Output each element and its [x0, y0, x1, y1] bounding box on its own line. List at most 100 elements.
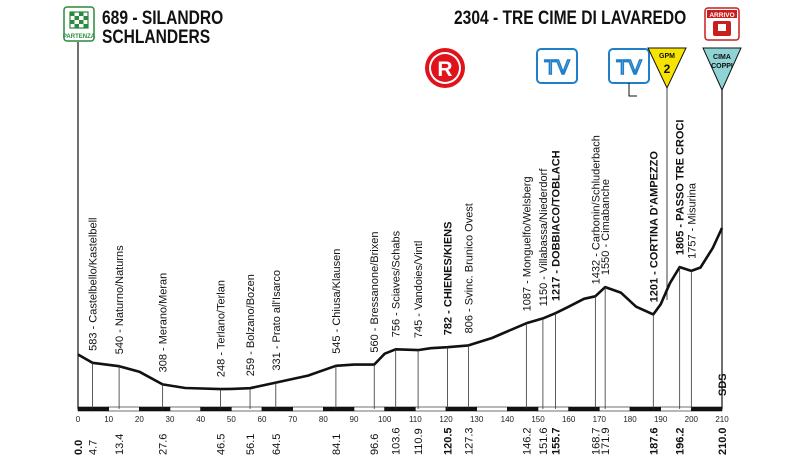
- x-tick-label: 100: [378, 415, 392, 424]
- start-title: 689 - SILANDRO: [102, 8, 224, 29]
- km-label: 110.9: [413, 428, 425, 455]
- km-label: 210.0: [717, 427, 729, 455]
- waypoint-label: 1201 - CORTINA D'AMPEZZO: [648, 151, 660, 303]
- axis-segment: [200, 406, 232, 412]
- axis-segment: [261, 406, 293, 412]
- waypoint-label: 1150 - Villabassa/Niederdorf: [538, 168, 550, 307]
- flag-check: [79, 20, 84, 24]
- x-tick-label: 60: [258, 415, 267, 424]
- waypoint-label: 560 - Bressanone/Brixen: [369, 232, 381, 353]
- axis-segment: [691, 406, 723, 412]
- tv-badge-cortina-label: TV: [616, 57, 642, 79]
- axis-segment: [445, 406, 477, 412]
- x-tick-label: 90: [350, 415, 359, 424]
- arrivo-label: ARRIVO: [709, 12, 734, 19]
- arrivo-bar: [707, 10, 737, 18]
- flag-check: [83, 16, 88, 20]
- waypoint-label: 308 - Merano/Meran: [158, 273, 170, 373]
- flag-check: [74, 24, 79, 28]
- km-label: 64.5: [271, 434, 283, 455]
- km-label: 155.7: [550, 427, 562, 455]
- x-tick-label: 80: [319, 415, 328, 424]
- waypoint-label: 540 - Naturno/Naturns: [114, 245, 126, 354]
- km-label: 146.2: [521, 427, 533, 455]
- waypoint-label: 1087 - Monguelfo/Welsberg: [521, 176, 533, 311]
- x-tick-label: 170: [593, 415, 607, 424]
- sprint-badge-core: [431, 54, 459, 82]
- axis-segment: [660, 406, 692, 412]
- axis-segment: [77, 406, 109, 412]
- x-tick-label: 190: [654, 415, 668, 424]
- axis-segment: [384, 406, 416, 412]
- x-tick-label: 10: [104, 415, 113, 424]
- x-tick-label: 210: [715, 415, 729, 424]
- flag-check: [79, 12, 84, 16]
- waypoint-label: 806 - Svinc. Brunico Ovest: [463, 203, 475, 333]
- km-label: 196.2: [675, 427, 687, 455]
- km-label: 151.6: [538, 427, 550, 455]
- axis-segment: [568, 406, 600, 412]
- sprint-letter: R: [437, 58, 452, 81]
- gpm-category: 2: [664, 62, 671, 76]
- axis-segment: [292, 406, 324, 412]
- waypoint-label: 1805 - PASSO TRE CROCI: [675, 120, 687, 256]
- km-label: 4.7: [87, 440, 99, 455]
- km-label: 0.0: [73, 440, 85, 455]
- waypoint-label: 1757 - Misurina: [686, 182, 698, 259]
- cima-coppi-badge: [702, 47, 742, 92]
- gpm-label: GPM: [659, 53, 675, 60]
- x-tick-label: 50: [227, 415, 236, 424]
- gpm-badge: [647, 47, 687, 90]
- km-label: 96.6: [369, 434, 381, 455]
- axis-segment: [629, 406, 661, 412]
- axis-segment: [108, 406, 140, 412]
- waypoint-label: 583 - Castelbello/Kastelbell: [87, 218, 99, 351]
- axis-segment: [415, 406, 447, 412]
- finish-line-icon-inner: [718, 24, 726, 31]
- x-tick-label: 200: [685, 415, 699, 424]
- km-label: 56.1: [245, 434, 257, 455]
- x-tick-label: 120: [439, 415, 453, 424]
- x-tick-label: 160: [562, 415, 576, 424]
- axis-segment: [599, 406, 631, 412]
- km-label: 168.7: [590, 427, 602, 455]
- x-tick-label: 180: [623, 415, 637, 424]
- flag-check: [74, 16, 79, 20]
- waypoint-label: 1432 - Carbonin/Schluderbach: [590, 135, 602, 284]
- x-tick-label: 30: [166, 415, 175, 424]
- x-tick-label: 150: [531, 415, 545, 424]
- x-tick-label: 70: [288, 415, 297, 424]
- cima-coppi-line1: CIMA: [713, 54, 731, 61]
- km-label: 120.5: [443, 427, 455, 455]
- axis-segment: [476, 406, 508, 412]
- waypoint-label: 248 - Terlano/Terlan: [216, 280, 228, 377]
- flag-check: [70, 20, 75, 24]
- axis-segment: [139, 406, 171, 412]
- x-tick-label: 130: [470, 415, 484, 424]
- waypoint-label: 545 - Chiusa/Klausen: [331, 249, 343, 354]
- km-label: 171.9: [600, 427, 612, 455]
- x-tick-label: 140: [501, 415, 515, 424]
- profile-area: [78, 228, 722, 409]
- waypoint-label: 331 - Prato all'Isarco: [271, 270, 283, 371]
- km-label: 103.6: [391, 427, 403, 455]
- finish-title: 2304 - TRE CIME DI LAVAREDO: [454, 8, 687, 29]
- waypoint-label: 745 - Vandoies/Vintl: [413, 241, 425, 338]
- axis-segment: [231, 406, 263, 412]
- axis-segment: [323, 406, 355, 412]
- km-label: 27.6: [158, 434, 170, 455]
- waypoint-label: 756 - Sciaves/Schabs: [391, 230, 403, 337]
- x-tick-label: 110: [409, 415, 422, 424]
- partenza-label: PARTENZA: [63, 34, 96, 40]
- waypoint-label: 1217 - DOBBIACO/TOBLACH: [550, 150, 562, 301]
- tv-badge-dobbiaco-label: TV: [544, 57, 570, 79]
- profile-line: [77, 227, 724, 391]
- waypoint-label: 1550 - Cimabanche: [600, 179, 612, 275]
- flag-check: [70, 12, 75, 16]
- axis-segment: [169, 406, 201, 412]
- waypoint-label: 782 - CHIENES/KIENS: [443, 222, 455, 336]
- x-tick-label: 40: [196, 415, 205, 424]
- flag-check: [83, 24, 88, 28]
